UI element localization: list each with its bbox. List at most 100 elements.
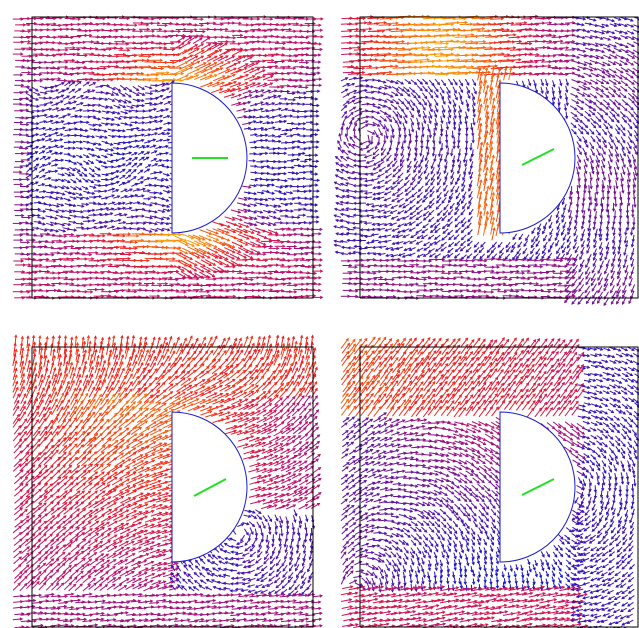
velocity-arrowhead xyxy=(111,128,116,132)
velocity-arrowhead xyxy=(96,40,100,44)
velocity-arrow xyxy=(174,42,185,50)
velocity-arrow xyxy=(218,75,230,82)
velocity-arrowhead xyxy=(71,58,76,62)
velocity-arrow xyxy=(440,23,454,26)
velocity-arrow xyxy=(114,98,121,103)
velocity-arrow xyxy=(163,101,171,105)
velocity-arrowhead xyxy=(315,122,320,126)
velocity-arrow xyxy=(219,82,232,88)
velocity-arrowhead xyxy=(142,116,146,120)
velocity-arrow xyxy=(37,110,45,112)
velocity-arrowhead xyxy=(208,62,212,66)
velocity-arrow xyxy=(223,48,234,55)
velocity-arrow xyxy=(51,115,59,119)
velocity-arrowhead xyxy=(318,77,323,81)
velocity-arrow xyxy=(421,60,435,63)
velocity-arrow xyxy=(181,62,194,69)
velocity-arrowhead xyxy=(106,84,111,88)
velocity-arrow xyxy=(149,103,157,106)
velocity-arrowhead xyxy=(120,46,124,51)
velocity-arrowhead xyxy=(319,28,324,32)
panel-top-left xyxy=(12,15,324,300)
velocity-arrow xyxy=(273,108,282,111)
velocity-arrow xyxy=(64,81,71,87)
velocity-arrowhead xyxy=(167,101,172,105)
velocity-arrow xyxy=(63,113,71,117)
velocity-arrowhead xyxy=(190,62,195,66)
velocity-arrow xyxy=(45,115,53,118)
velocity-arrow xyxy=(144,128,151,132)
velocity-arrow xyxy=(435,30,449,32)
velocity-arrowhead xyxy=(92,103,96,107)
velocity-arrowhead xyxy=(249,56,253,60)
velocity-arrow xyxy=(175,49,187,57)
velocity-arrow xyxy=(56,100,64,105)
velocity-arrow xyxy=(63,134,70,137)
velocity-arrowhead xyxy=(320,35,324,39)
velocity-arrowhead xyxy=(44,86,48,90)
velocity-arrowhead xyxy=(20,83,25,87)
velocity-arrowhead xyxy=(278,127,282,131)
velocity-arrow xyxy=(353,17,366,20)
velocity-arrow xyxy=(367,23,379,25)
velocity-arrow xyxy=(63,101,71,106)
velocity-arrow xyxy=(510,30,522,32)
velocity-arrowhead xyxy=(227,61,232,65)
velocity-arrow xyxy=(391,35,405,38)
velocity-arrow xyxy=(63,122,71,125)
velocity-arrow xyxy=(223,74,236,80)
velocity-arrowhead xyxy=(238,82,242,86)
velocity-arrow xyxy=(150,84,158,87)
velocity-arrowhead xyxy=(80,101,84,106)
velocity-arrow xyxy=(342,66,354,68)
velocity-arrowhead xyxy=(200,43,205,47)
velocity-arrowhead xyxy=(243,55,247,59)
velocity-arrowhead xyxy=(155,77,159,81)
velocity-arrow xyxy=(62,87,70,93)
velocity-arrowhead xyxy=(284,107,289,112)
velocity-arrow xyxy=(69,122,77,125)
velocity-arrowhead xyxy=(91,89,96,93)
velocity-arrow xyxy=(31,105,39,107)
velocity-arrowhead xyxy=(317,53,322,57)
velocity-arrow xyxy=(472,60,486,63)
velocity-arrow xyxy=(206,55,218,62)
velocity-arrow xyxy=(206,50,218,57)
velocity-arrowhead xyxy=(118,116,122,121)
velocity-arrowhead xyxy=(79,127,84,132)
velocity-arrow xyxy=(44,108,52,111)
velocity-arrowhead xyxy=(248,89,252,94)
velocity-arrowhead xyxy=(136,88,140,92)
velocity-arrowhead xyxy=(316,103,320,108)
velocity-arrow xyxy=(497,59,510,61)
velocity-arrow xyxy=(242,56,253,63)
velocity-arrow xyxy=(50,85,58,88)
velocity-arrow xyxy=(373,66,386,69)
velocity-arrowhead xyxy=(25,90,30,94)
velocity-arrow xyxy=(83,89,91,94)
velocity-arrow xyxy=(88,97,96,100)
velocity-arrow xyxy=(355,54,367,56)
velocity-arrow xyxy=(515,61,527,64)
velocity-arrowhead xyxy=(39,79,44,83)
velocity-arrowhead xyxy=(252,82,256,86)
velocity-arrowhead xyxy=(98,123,103,127)
velocity-arrow xyxy=(82,81,90,87)
velocity-arrow xyxy=(68,95,76,101)
velocity-arrowhead xyxy=(62,126,66,130)
velocity-arrowhead xyxy=(146,27,151,31)
velocity-arrowhead xyxy=(50,114,54,119)
velocity-arrow xyxy=(132,85,139,92)
velocity-arrow xyxy=(460,34,474,36)
velocity-arrowhead xyxy=(183,27,187,32)
velocity-arrowhead xyxy=(27,29,32,33)
velocity-arrow xyxy=(236,55,246,62)
velocity-arrowhead xyxy=(203,62,207,66)
velocity-arrow xyxy=(534,59,545,62)
velocity-arrowhead xyxy=(209,74,213,78)
velocity-arrow xyxy=(465,35,479,38)
velocity-arrowhead xyxy=(318,83,323,87)
velocity-arrowhead xyxy=(55,107,60,111)
velocity-arrow xyxy=(452,18,466,20)
velocity-arrowhead xyxy=(316,114,320,118)
